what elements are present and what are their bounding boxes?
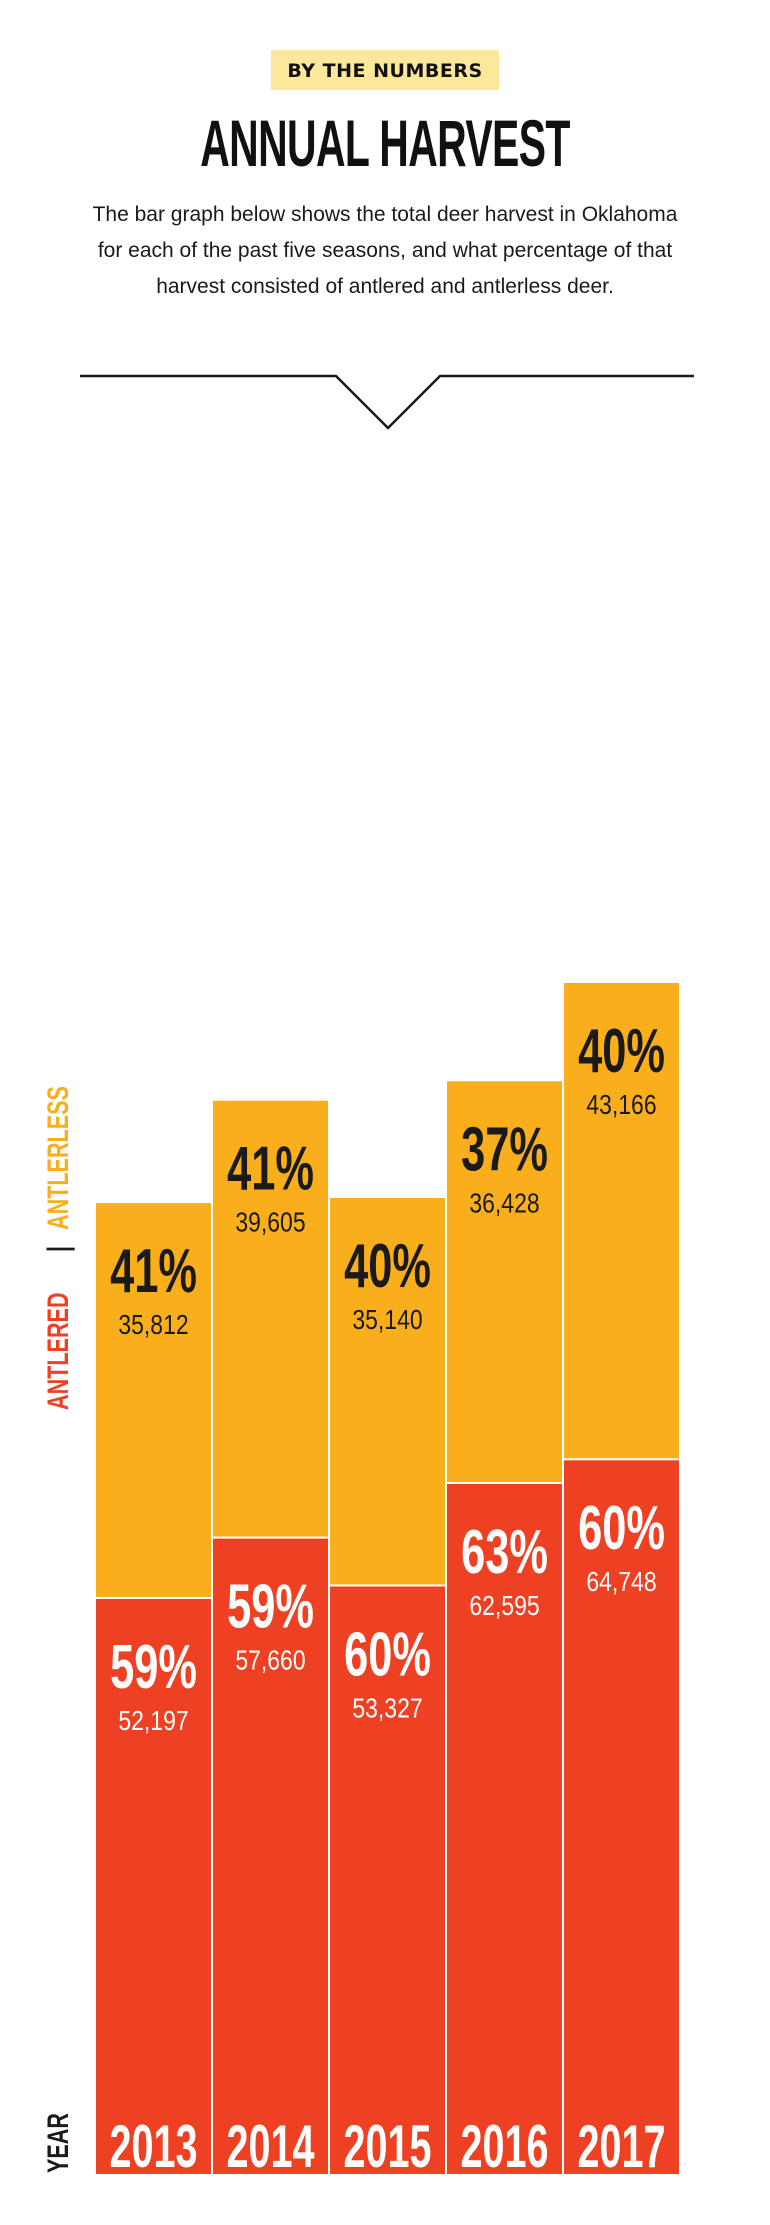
- legend-antlerless: ANTLERLESS: [40, 1086, 74, 1230]
- bar-antlerless-2016: [445, 1079, 564, 1485]
- bar-antlered-2017: [562, 1458, 681, 2176]
- chart-description: The bar graph below shows the total deer…: [92, 203, 678, 298]
- antlerless-value-label-2015: 35,140: [352, 1305, 422, 1336]
- antlered-percent-label-2014: 59%: [227, 1573, 314, 1641]
- legend-side-label: ANTLERED | ANTLERLESS: [40, 1086, 74, 1410]
- antlered-percent-label-2013: 59%: [110, 1634, 197, 1702]
- antlerless-percent-label-2016: 37%: [461, 1116, 548, 1184]
- antlerless-value-label-2017: 43,166: [586, 1090, 656, 1121]
- harvest-chart: ANTLERED | ANTLERLESS YEAR 41% 35,812 59% 5…: [40, 981, 681, 2180]
- divider-chevron: [80, 374, 694, 430]
- antlerless-percent-label-2014: 41%: [227, 1135, 314, 1203]
- bar-antlerless-2017: [562, 981, 681, 1461]
- antlerless-value-label-2013: 35,812: [118, 1310, 188, 1341]
- legend-antlered: ANTLERED: [40, 1292, 74, 1410]
- antlered-value-label-2013: 52,197: [118, 1706, 188, 1737]
- kicker-text: BY THE NUMBERS: [271, 50, 499, 90]
- year-tick-label-2016: 2016: [460, 2113, 548, 2180]
- bar-antlered-2016: [445, 1482, 564, 2176]
- antlered-percent-label-2015: 60%: [344, 1621, 431, 1689]
- bar-antlerless-2014: [211, 1098, 330, 1539]
- bar-antlered-2015: [328, 1584, 447, 2176]
- kicker-badge: BY THE NUMBERS: [0, 50, 770, 90]
- antlered-percent-label-2016: 63%: [461, 1519, 548, 1587]
- year-tick-label-2017: 2017: [577, 2113, 665, 2180]
- antlered-value-label-2015: 53,327: [352, 1693, 422, 1724]
- antlered-value-label-2014: 57,660: [235, 1646, 305, 1677]
- antlerless-percent-label-2017: 40%: [578, 1018, 665, 1086]
- year-tick-label-2013: 2013: [109, 2113, 197, 2180]
- bar-group: 41% 35,812 59% 52,197 2013 41% 39,605 59% 57,660…: [94, 981, 681, 2180]
- antlerless-value-label-2016: 36,428: [469, 1188, 539, 1219]
- antlerless-percent-label-2015: 40%: [344, 1233, 431, 1301]
- legend-separator: |: [40, 1246, 74, 1252]
- bar-antlerless-2015: [328, 1195, 447, 1587]
- antlered-value-label-2017: 64,748: [586, 1567, 656, 1598]
- x-axis-label: YEAR: [40, 2113, 74, 2173]
- year-tick-label-2014: 2014: [226, 2113, 314, 2180]
- antlerless-value-label-2014: 39,605: [235, 1208, 305, 1239]
- page-title: ANNUAL HARVEST: [200, 106, 570, 180]
- antlered-value-label-2016: 62,595: [469, 1591, 539, 1622]
- bar-antlerless-2013: [94, 1201, 213, 1599]
- antlerless-percent-label-2013: 41%: [110, 1238, 197, 1306]
- year-tick-label-2015: 2015: [343, 2113, 431, 2180]
- bar-antlered-2013: [94, 1596, 213, 2177]
- antlered-percent-label-2017: 60%: [578, 1495, 665, 1563]
